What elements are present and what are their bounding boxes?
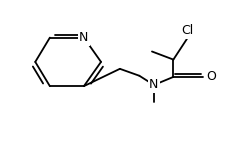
Text: N: N	[79, 31, 88, 44]
Text: Cl: Cl	[180, 24, 192, 37]
Text: O: O	[206, 70, 216, 83]
Text: N: N	[149, 78, 158, 92]
